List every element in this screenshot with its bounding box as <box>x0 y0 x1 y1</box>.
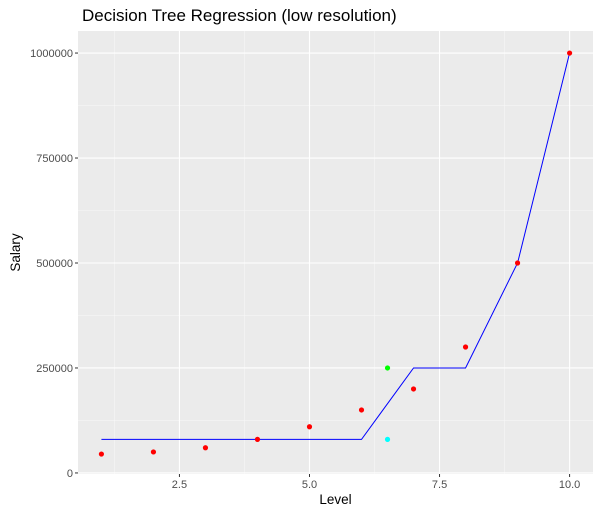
regression-line <box>101 52 571 440</box>
data-point <box>98 451 105 457</box>
data-point <box>150 449 157 455</box>
plot-panel <box>78 31 593 474</box>
y-tick-label: 250000 <box>36 363 73 375</box>
data-point <box>306 424 313 430</box>
data-point <box>514 260 521 266</box>
grid-minor <box>78 31 593 474</box>
x-tick-label: 10.0 <box>559 479 580 491</box>
data-point <box>254 436 261 442</box>
data-point <box>358 407 365 413</box>
y-tick-label: 500000 <box>36 258 73 270</box>
y-axis-title: Salary <box>8 233 23 272</box>
data-point <box>384 436 391 442</box>
x-tick-label: 7.5 <box>432 479 447 491</box>
axes: 2.5 5.0 7.5 10.0 0 250000 500000 750000 1000000 <box>30 48 580 491</box>
x-tick-label: 2.5 <box>172 479 187 491</box>
grid-major <box>78 31 593 474</box>
y-tick-label: 1000000 <box>30 48 73 60</box>
data-point <box>566 50 573 56</box>
data-point <box>202 445 209 451</box>
x-tick-label: 5.0 <box>302 479 317 491</box>
chart-title: Decision Tree Regression (low resolution… <box>82 6 397 25</box>
y-tick-label: 0 <box>67 468 73 480</box>
data-marks <box>98 50 573 457</box>
y-tick-label: 750000 <box>36 153 73 165</box>
data-point <box>384 365 391 371</box>
x-axis-title: Level <box>319 492 351 507</box>
data-point <box>410 386 417 392</box>
data-point <box>462 344 469 350</box>
